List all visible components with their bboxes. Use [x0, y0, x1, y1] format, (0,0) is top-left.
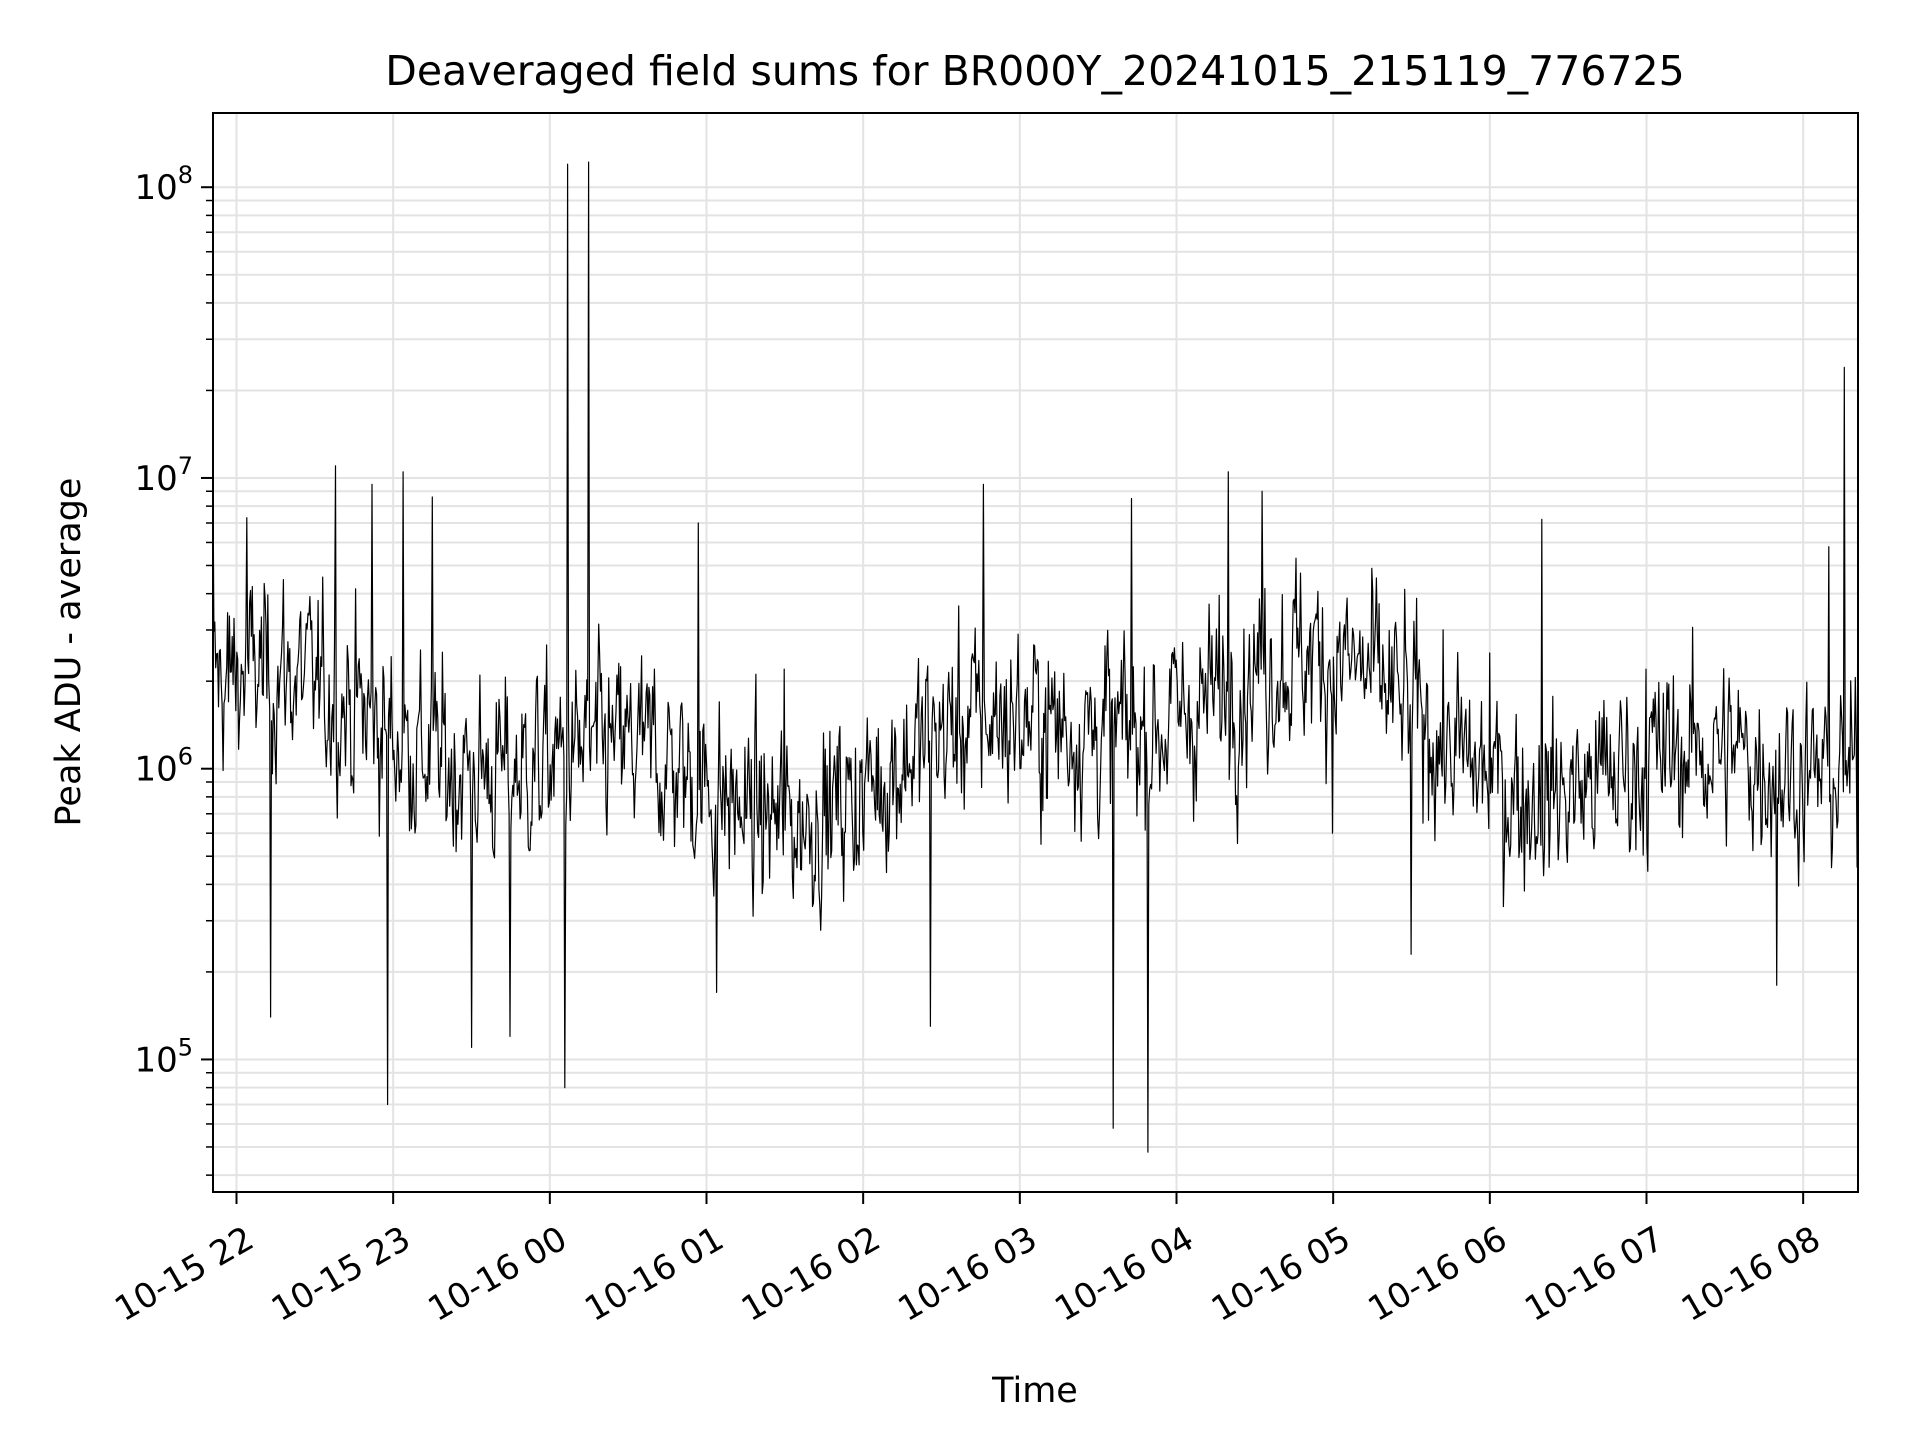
y-tick-exponent: 8	[178, 161, 193, 189]
y-tick-base: 10	[134, 1040, 177, 1080]
y-tick-base: 10	[134, 168, 177, 208]
y-tick-exponent: 6	[178, 743, 193, 771]
y-tick-exponent: 5	[178, 1033, 193, 1061]
y-tick-label: 107	[134, 452, 193, 499]
grid	[213, 113, 1858, 1192]
y-tick-label: 105	[134, 1033, 193, 1080]
y-tick-base: 10	[134, 750, 177, 790]
y-tick-exponent: 7	[178, 452, 193, 480]
y-tick-base: 10	[134, 459, 177, 499]
plot-frame	[212, 112, 1859, 1193]
x-axis-label: Time	[991, 1371, 1078, 1411]
series-layer	[212, 161, 1859, 1153]
y-tick-label: 106	[134, 743, 193, 790]
chart-title: Deaveraged field sums for BR000Y_2024101…	[385, 47, 1684, 95]
y-axis-label: Peak ADU - average	[49, 478, 89, 827]
y-tick-label: 108	[134, 161, 193, 208]
series-line	[212, 161, 1859, 1153]
